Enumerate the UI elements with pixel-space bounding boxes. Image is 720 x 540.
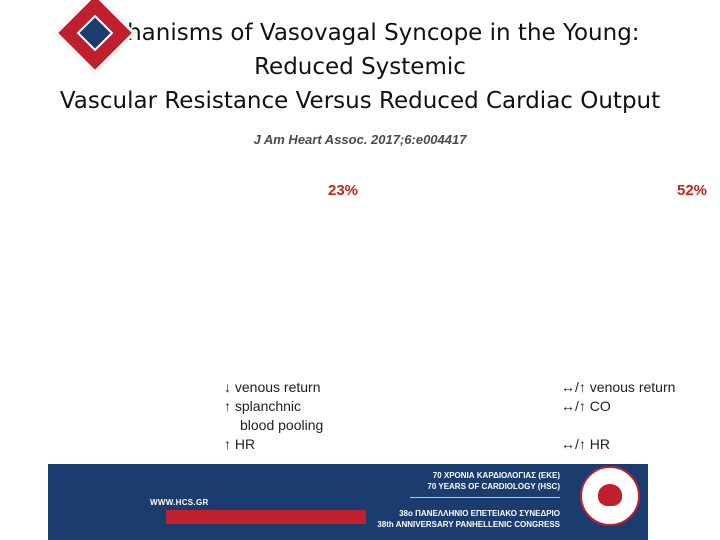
title-line-1: Mechanisms of Vasovagal Syncope in the Y… [80,20,640,46]
percent-left: 23% [328,182,359,199]
list-item: ↑ HR [224,436,256,452]
title-line-3: Vascular Resistance Versus Reduced Cardi… [59,88,661,114]
right-mechanism-list: ↔/↑ venous return ↔/↑ CO ↔/↑ HR [561,378,675,454]
list-item: ↑ splanchnic [224,398,302,414]
list-item: ↓ venous return [224,379,321,395]
banner-divider [410,497,560,498]
banner-text-bottom: 38ο ΠΑΝΕΛΛΗΝΙΟ ΕΠΕΤΕΙΑΚΟ ΣΥΝΕΔΡΙΟ 38th A… [377,508,560,530]
list-item: ↔/↑ venous return [561,379,676,395]
banner-line-1: 70 ΧΡΟΝΙΑ ΚΑΡΔΙΟΛΟΓΙΑΣ (ΕΚΕ) [432,471,560,480]
left-mechanism-list: ↓ venous return ↑ splanchnic blood pooli… [224,378,323,454]
spacer [561,416,675,435]
red-strip [166,510,366,524]
list-item: ↔/↑ CO [561,398,611,414]
banner-line-2: 70 YEARS OF CARDIOLOGY (HSC) [427,482,560,491]
title-line-2: Reduced Systemic [254,54,466,80]
banner-text-top: 70 ΧΡΟΝΙΑ ΚΑΡΔΙΟΛΟΓΙΑΣ (ΕΚΕ) 70 YEARS OF… [427,470,560,492]
slide-title: Mechanisms of Vasovagal Syncope in the Y… [0,16,720,118]
banner-line-4: 38th ANNIVERSARY PANHELLENIC CONGRESS [377,520,560,529]
percent-right: 52% [677,182,708,199]
list-item: blood pooling [240,417,324,433]
list-item: ↔/↑ HR [561,436,610,452]
banner-bar [48,464,648,540]
journal-citation: J Am Heart Assoc. 2017;6:e004417 [253,132,467,147]
heart-icon [598,484,622,506]
banner-line-3: 38ο ΠΑΝΕΛΛΗΝΙΟ ΕΠΕΤΕΙΑΚΟ ΣΥΝΕΔΡΙΟ [399,509,560,518]
website-link[interactable]: WWW.HCS.GR [150,498,209,507]
